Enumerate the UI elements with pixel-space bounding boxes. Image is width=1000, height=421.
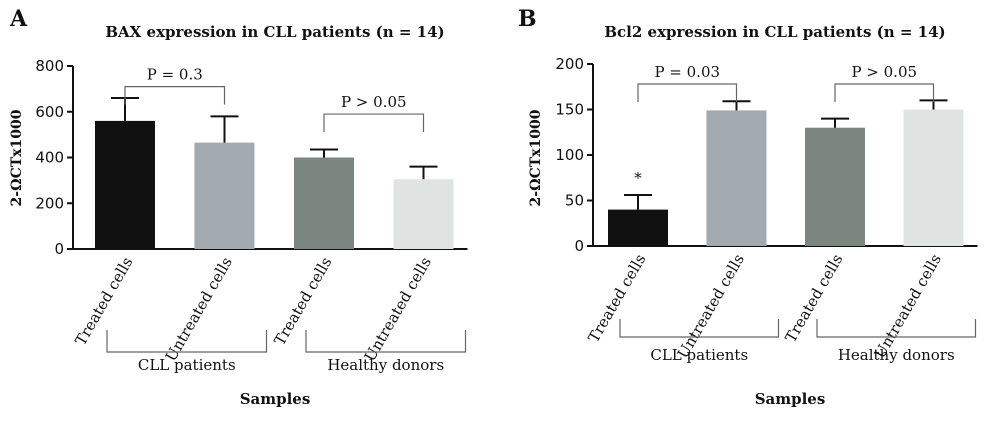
panel-b-plot: 0 50 100 150 200 Treated cells Untreated cells… [555,55,978,364]
panel-b-category-label: Untreated cells [674,251,748,361]
panel-b-bar [608,209,668,246]
panel-a-group-bracket [305,330,467,353]
panel-b-y-tick-label: 50 [565,192,584,210]
panel-b-group-bracket [816,319,977,338]
panel-b-significance-marker: * [634,169,642,187]
panel-a-comparison-label: P > 0.05 [341,93,407,111]
panel-b-group-label: CLL patients [650,346,748,364]
panel-a-category-label: Treated cells [71,254,136,349]
panel-b-comparison-label: P > 0.05 [851,63,917,81]
panel-a: A BAX expression in CLL patients (n = 14… [9,6,468,408]
panel-a-bar [95,120,155,250]
panel-a-letter: A [9,6,28,32]
panel-a-group-bracket [106,330,268,353]
panel-b-title: Bcl2 expression in CLL patients (n = 14) [604,23,945,41]
panel-a-comparison-label: P = 0.3 [147,66,203,84]
panel-b-group-label: Healthy donors [838,346,955,364]
panel-a-bar [194,142,255,249]
panel-a-plot: 0 200 400 600 800 Treated cells Untreated cell… [35,57,468,374]
panel-a-group-label: Healthy donors [327,356,444,374]
panel-a-x-axis-label: Samples [240,390,311,408]
panel-b-letter: B [518,6,537,32]
panel-b-y-tick-label: 150 [555,101,584,119]
panel-b-category-label: Treated cells [781,251,846,346]
panel-b-category-label: Treated cells [584,251,649,346]
panel-a-category-label: Untreated cells [361,254,435,364]
panel-b-y-tick-label: 200 [555,55,584,73]
panel-b-comparison-bracket [637,83,738,103]
panel-a-y-tick-label: 0 [54,240,64,258]
panel-a-group-label: CLL patients [138,356,236,374]
panel-a-title: BAX expression in CLL patients (n = 14) [105,23,444,41]
panel-a-y-axis-label: 2-ΩCTx1000 [9,109,25,206]
panel-b-y-axis-label: 2-ΩCTx1000 [528,109,544,206]
panel-b-comparison-label: P = 0.03 [654,63,720,81]
panel-b-group-bracket [619,319,780,338]
panel-a-category-label: Untreated cells [162,254,236,364]
panel-a-y-tick-label: 800 [35,57,64,75]
panel-a-bar [393,179,454,249]
panel-a-comparison-bracket [323,113,425,133]
panel-a-category-label: Treated cells [270,254,335,349]
panel-a-y-tick-label: 200 [35,194,64,212]
panel-b-y-tick-label: 100 [555,146,584,164]
panel-a-comparison-bracket [124,85,226,105]
panel-b-bar [706,110,767,246]
panel-b-bar [903,109,964,246]
panel-b: B Bcl2 expression in CLL patients (n = 1… [518,6,978,408]
panel-b-x-axis-label: Samples [755,390,826,408]
panel-a-y-tick-label: 600 [35,103,64,121]
panel-b-category-label: Untreated cells [871,251,945,361]
panel-b-y-tick-label: 0 [574,237,584,255]
panel-b-bar [805,127,865,246]
panel-a-bar [294,157,354,249]
panel-b-comparison-bracket [834,83,935,103]
panel-a-y-tick-label: 400 [35,149,64,167]
